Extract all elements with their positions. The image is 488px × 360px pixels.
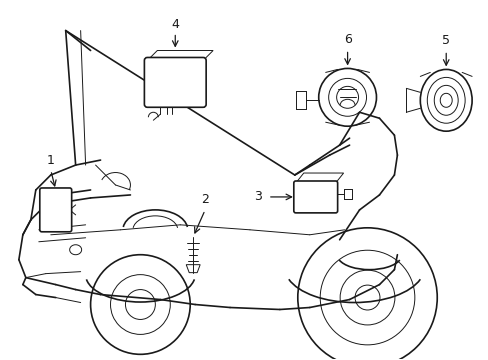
Text: 3: 3	[253, 190, 262, 203]
FancyBboxPatch shape	[293, 181, 337, 213]
Text: 2: 2	[201, 193, 209, 206]
Text: 5: 5	[441, 34, 449, 47]
Text: 6: 6	[343, 33, 351, 46]
Text: 1: 1	[47, 154, 55, 167]
FancyBboxPatch shape	[40, 188, 72, 232]
Text: 4: 4	[171, 18, 179, 31]
FancyBboxPatch shape	[144, 58, 206, 107]
